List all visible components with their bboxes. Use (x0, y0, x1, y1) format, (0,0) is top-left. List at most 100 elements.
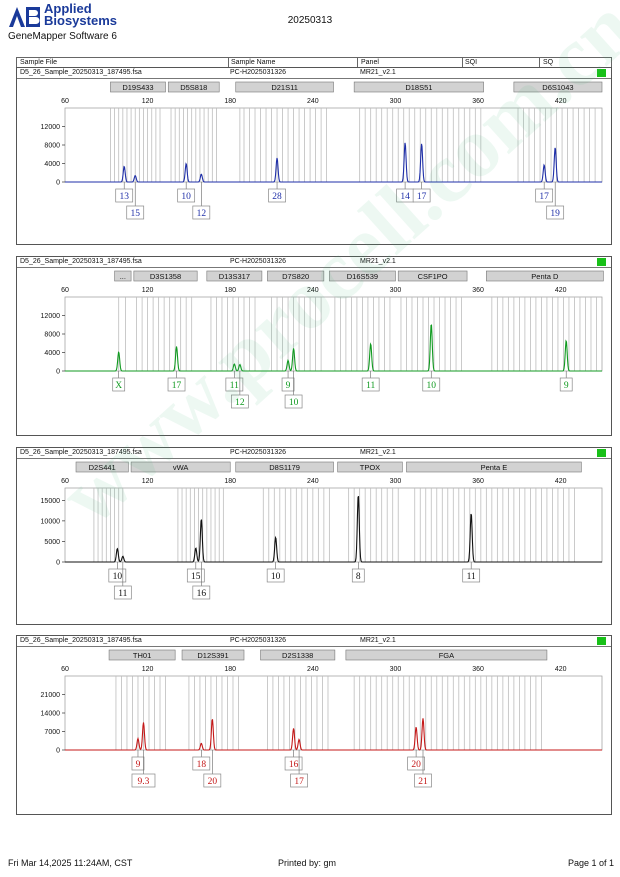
marker-box (406, 461, 582, 473)
marker-d3s1358: D3S1358 (133, 270, 198, 282)
marker-label: D13S317 (219, 272, 250, 281)
x-tick-label: 60 (61, 666, 69, 673)
marker-box (167, 81, 220, 93)
x-tick-label: 120 (142, 478, 154, 485)
marker-csf1po: CSF1PO (397, 270, 468, 282)
marker-d8s1179: D8S1179 (235, 461, 334, 473)
y-tick-label: 0 (56, 369, 60, 376)
printed-by: Printed by: gm (278, 858, 337, 868)
panel-sample-file: D5_26_Sample_20250313_187495.fsa (20, 449, 142, 456)
allele-call-box (108, 568, 127, 583)
allele-call-label: 28 (272, 192, 282, 202)
electropherogram-panel-black: D5_26_Sample_20250313_187495.fsa PC-H2025… (16, 447, 612, 625)
allele-call: 9 (559, 371, 573, 392)
marker-box (206, 270, 263, 282)
x-tick-label: 240 (307, 666, 319, 673)
marker-box (397, 270, 468, 282)
panel-kit-name: MR21_v2.1 (360, 637, 396, 644)
marker-penta-d: Penta D (486, 270, 604, 282)
allele-call-label: 17 (539, 192, 549, 202)
x-tick-label: 240 (307, 478, 319, 485)
x-tick-label: 120 (142, 287, 154, 294)
x-tick-label: 60 (61, 478, 69, 485)
marker-vwa: vWA (130, 461, 231, 473)
y-tick-label: 12000 (41, 124, 61, 131)
marker-label: TH01 (133, 651, 151, 660)
marker-box (337, 461, 403, 473)
marker-label: D12S391 (197, 651, 228, 660)
y-tick-label: 8000 (44, 332, 60, 339)
run-date: 20250313 (287, 15, 333, 26)
allele-call-label: 10 (289, 398, 299, 408)
panel-header: D5_26_Sample_20250313_187495.fsa PC-H2025… (17, 636, 611, 647)
y-tick-label: 8000 (44, 143, 60, 150)
marker-box (108, 649, 176, 661)
allele-call-label: 9 (136, 760, 141, 770)
allele-call-box (284, 756, 303, 771)
signal-trace (65, 496, 602, 563)
allele-call: 10 (284, 371, 303, 409)
allele-call-label: 13 (119, 192, 129, 202)
allele-call: 11 (225, 371, 244, 392)
marker-d16s539: D16S539 (329, 270, 396, 282)
quality-flag-icon (597, 637, 606, 645)
x-tick-label: 240 (307, 98, 319, 105)
marker-box (235, 81, 334, 93)
allele-call-box (177, 188, 196, 203)
x-tick-label: 120 (142, 666, 154, 673)
marker-box (181, 649, 245, 661)
electropherogram-panel-blue: D5_26_Sample_20250313_187495.fsa PC-H2025… (16, 67, 612, 245)
allele-call: 16 (192, 562, 211, 600)
allele-call-label: 12 (235, 398, 245, 408)
allele-call-label: 11 (118, 589, 127, 599)
marker-d2s1338: D2S1338 (260, 649, 336, 661)
allele-call: 17 (167, 371, 186, 392)
allele-call-box (414, 773, 432, 788)
allele-call-box (126, 205, 145, 220)
allele-call-label: 17 (417, 192, 427, 202)
allele-call-label: 9 (564, 381, 569, 391)
plot-area (64, 296, 603, 372)
allele-call: 9 (281, 371, 295, 392)
y-tick-label: 5000 (44, 539, 60, 546)
allele-call: 18 (192, 750, 211, 771)
marker-penta-e: Penta E (406, 461, 582, 473)
panel-kit-name: MR21_v2.1 (360, 449, 396, 456)
allele-call: 15 (126, 182, 145, 220)
allele-call-box (266, 568, 285, 583)
allele-call-box (192, 756, 211, 771)
x-tick-label: 360 (472, 287, 484, 294)
x-tick-label: 240 (307, 287, 319, 294)
allele-call-box (412, 188, 431, 203)
x-tick-label: 360 (472, 478, 484, 485)
allele-call: 17 (535, 182, 554, 203)
allele-call: 10 (177, 182, 196, 203)
allele-call-box (268, 188, 286, 203)
panel-sample-name: PC-H2025031326 (230, 637, 287, 644)
x-tick-label: 180 (224, 478, 236, 485)
signal-trace (65, 324, 602, 372)
allele-call-label: 10 (113, 572, 123, 582)
marker-d13s317: D13S317 (206, 270, 263, 282)
allele-call: 17 (290, 750, 308, 788)
allele-call: 9 (131, 750, 145, 771)
panel-header: D5_26_Sample_20250313_187495.fsa PC-H2025… (17, 68, 611, 79)
allele-call-box (361, 377, 380, 392)
allele-call-box (284, 394, 303, 409)
marker-d6s1043: D6S1043 (513, 81, 603, 93)
allele-call-box (351, 568, 365, 583)
allele-call-label: 20 (411, 760, 421, 770)
y-tick-label: 21000 (41, 692, 61, 699)
y-tick-label: 15000 (41, 498, 61, 505)
x-tick-label: 360 (472, 666, 484, 673)
column-header-sqi: SQI (465, 59, 478, 66)
allele-call: 12 (231, 371, 249, 409)
y-tick-label: 4000 (44, 350, 60, 357)
allele-call-label: 15 (191, 572, 201, 582)
allele-call: 19 (546, 182, 565, 220)
marker--: ... (114, 270, 132, 282)
quality-flag-icon (597, 69, 606, 77)
allele-call-label: 10 (271, 572, 281, 582)
marker-label: D6S1043 (542, 83, 573, 92)
